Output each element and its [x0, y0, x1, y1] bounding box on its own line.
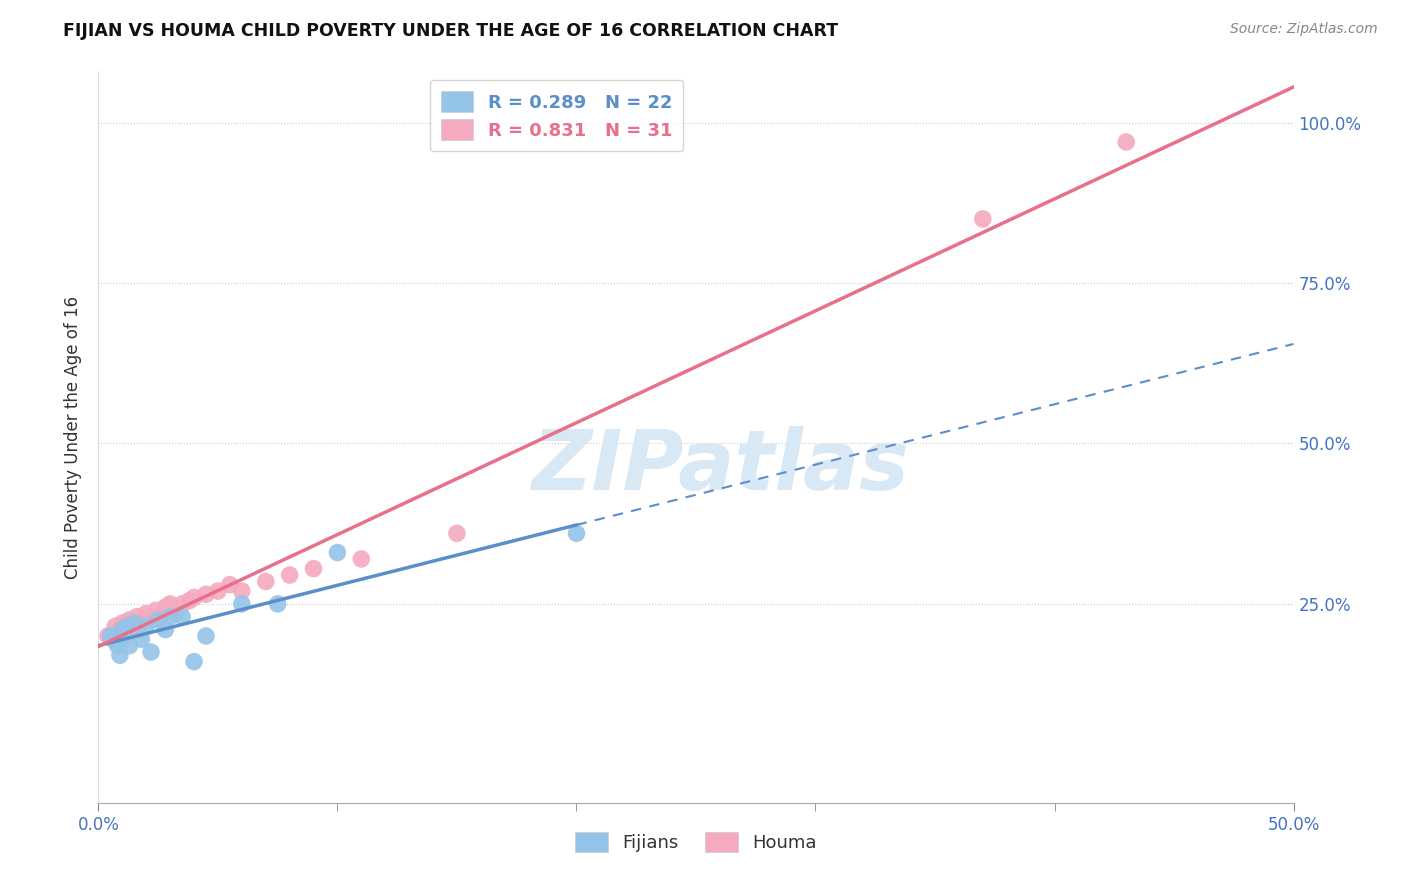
Point — [135, 619, 157, 633]
Point — [195, 629, 218, 643]
Point — [131, 616, 153, 631]
Point — [115, 623, 138, 637]
Point — [172, 597, 194, 611]
Point — [125, 609, 148, 624]
Point — [302, 561, 325, 575]
Point — [195, 587, 218, 601]
Point — [104, 619, 127, 633]
Y-axis label: Child Poverty Under the Age of 16: Child Poverty Under the Age of 16 — [65, 295, 83, 579]
Point — [145, 603, 167, 617]
Point — [107, 639, 129, 653]
Point — [115, 619, 138, 633]
Point — [124, 619, 146, 633]
Point — [98, 629, 122, 643]
Point — [179, 593, 201, 607]
Point — [148, 613, 170, 627]
Point — [118, 613, 141, 627]
Point — [114, 629, 136, 643]
Text: FIJIAN VS HOUMA CHILD POVERTY UNDER THE AGE OF 16 CORRELATION CHART: FIJIAN VS HOUMA CHILD POVERTY UNDER THE … — [63, 22, 838, 40]
Point — [231, 597, 253, 611]
Point — [111, 616, 134, 631]
Point — [139, 613, 162, 627]
Point — [1115, 135, 1137, 149]
Point — [159, 597, 181, 611]
Point — [131, 632, 153, 647]
Point — [107, 625, 129, 640]
Point — [254, 574, 277, 589]
Point — [155, 623, 177, 637]
Point — [101, 632, 124, 647]
Point — [350, 552, 373, 566]
Point — [207, 584, 229, 599]
Point — [565, 526, 588, 541]
Point — [108, 648, 131, 663]
Point — [326, 545, 349, 559]
Point — [172, 609, 194, 624]
Text: Source: ZipAtlas.com: Source: ZipAtlas.com — [1230, 22, 1378, 37]
Point — [183, 591, 205, 605]
Point — [104, 632, 127, 647]
Point — [155, 600, 177, 615]
Point — [159, 609, 181, 624]
Point — [231, 584, 253, 599]
Point — [149, 609, 172, 624]
Point — [219, 577, 242, 591]
Point — [118, 639, 141, 653]
Legend: Fijians, Houma: Fijians, Houma — [568, 824, 824, 860]
Point — [97, 629, 120, 643]
Point — [163, 607, 186, 621]
Point — [446, 526, 468, 541]
Point — [135, 607, 157, 621]
Text: ZIPatlas: ZIPatlas — [531, 425, 908, 507]
Point — [183, 655, 205, 669]
Point — [124, 616, 146, 631]
Point — [972, 211, 994, 226]
Point — [267, 597, 290, 611]
Point — [139, 645, 162, 659]
Point — [111, 623, 134, 637]
Point — [278, 568, 301, 582]
